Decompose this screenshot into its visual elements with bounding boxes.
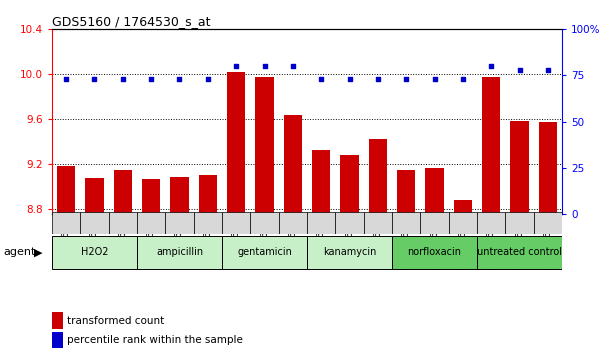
Bar (279, 212, 307, 234)
Bar (170, 177, 189, 214)
Bar (137, 236, 222, 269)
Bar (52, 236, 137, 269)
Bar (539, 122, 557, 214)
Bar (482, 77, 500, 214)
Bar (114, 170, 132, 214)
Bar (534, 212, 562, 234)
Bar (307, 212, 335, 234)
Bar (57, 166, 75, 214)
Point (232, 63, 241, 69)
Point (514, 67, 524, 73)
Bar (392, 236, 477, 269)
Text: percentile rank within the sample: percentile rank within the sample (67, 335, 243, 346)
Bar (222, 236, 307, 269)
Bar (364, 212, 392, 234)
Bar (222, 212, 251, 234)
Text: H2O2: H2O2 (81, 247, 108, 257)
Bar (312, 150, 331, 214)
Bar (86, 178, 104, 214)
Point (118, 76, 128, 82)
Point (260, 63, 269, 69)
Text: gentamicin: gentamicin (237, 247, 292, 257)
Bar (255, 77, 274, 214)
Point (458, 76, 468, 82)
Bar (335, 212, 364, 234)
Bar (368, 139, 387, 214)
Text: ▶: ▶ (34, 247, 42, 257)
Bar (425, 168, 444, 214)
Point (543, 67, 553, 73)
Bar (251, 212, 279, 234)
Bar (477, 212, 505, 234)
Point (486, 63, 496, 69)
Bar (340, 155, 359, 214)
Text: agent: agent (3, 247, 35, 257)
Bar (52, 212, 80, 234)
Text: transformed count: transformed count (67, 316, 164, 326)
Point (61, 76, 71, 82)
Bar (420, 212, 448, 234)
Bar (477, 236, 562, 269)
Point (401, 76, 411, 82)
Point (430, 76, 439, 82)
Bar (109, 212, 137, 234)
Point (203, 76, 213, 82)
Text: ampicillin: ampicillin (156, 247, 203, 257)
Point (90, 76, 100, 82)
Point (373, 76, 382, 82)
Bar (392, 212, 420, 234)
Point (146, 76, 156, 82)
Point (175, 76, 185, 82)
Bar (137, 212, 166, 234)
Bar (227, 72, 246, 214)
Bar (454, 200, 472, 214)
Text: norfloxacin: norfloxacin (408, 247, 461, 257)
Point (345, 76, 354, 82)
Bar (505, 212, 534, 234)
Point (316, 76, 326, 82)
Bar (510, 121, 529, 214)
Bar (307, 236, 392, 269)
Bar (397, 170, 415, 214)
Bar (80, 212, 109, 234)
Bar (199, 175, 217, 214)
Text: untreated control: untreated control (477, 247, 562, 257)
Bar (166, 212, 194, 234)
Bar (448, 212, 477, 234)
Text: GDS5160 / 1764530_s_at: GDS5160 / 1764530_s_at (52, 15, 210, 28)
Text: kanamycin: kanamycin (323, 247, 376, 257)
Bar (194, 212, 222, 234)
Point (288, 63, 298, 69)
Bar (142, 179, 160, 214)
Bar (284, 115, 302, 214)
